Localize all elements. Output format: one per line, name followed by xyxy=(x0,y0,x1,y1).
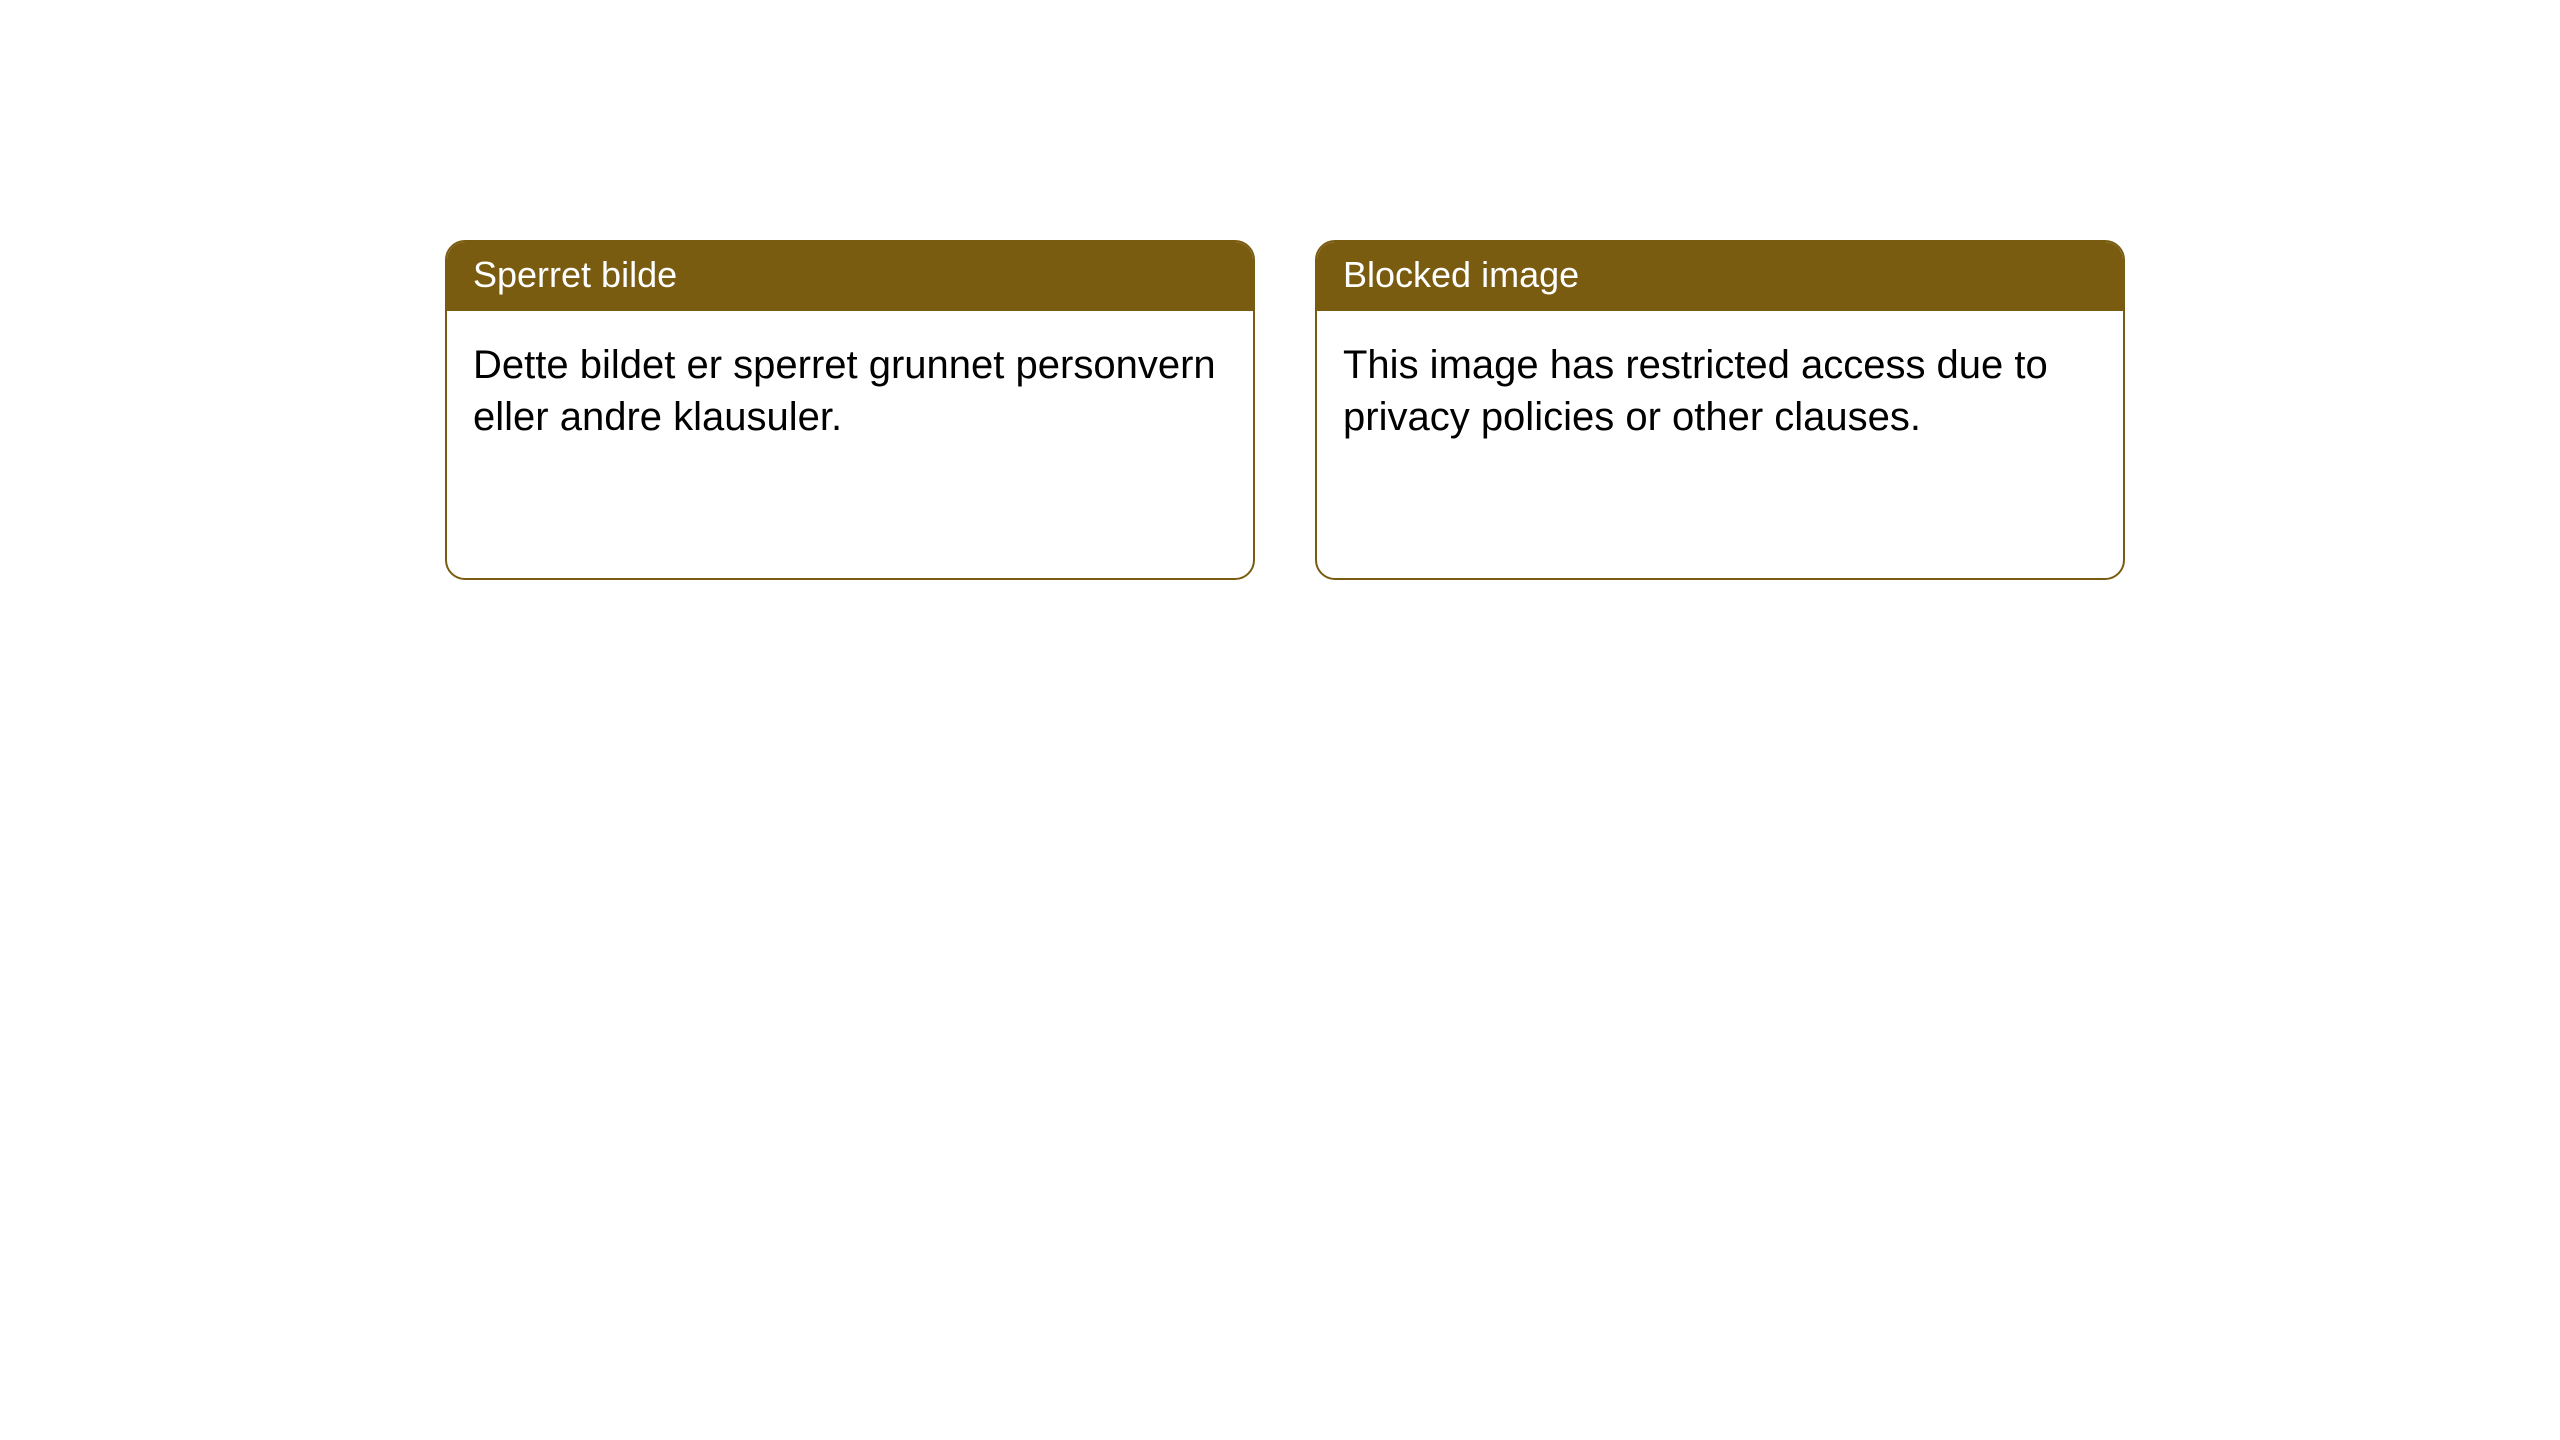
notice-title-norwegian: Sperret bilde xyxy=(447,242,1253,311)
notice-title-english: Blocked image xyxy=(1317,242,2123,311)
notice-panel-english: Blocked image This image has restricted … xyxy=(1315,240,2125,580)
notice-panel-norwegian: Sperret bilde Dette bildet er sperret gr… xyxy=(445,240,1255,580)
notice-body-english: This image has restricted access due to … xyxy=(1317,311,2123,471)
notice-body-norwegian: Dette bildet er sperret grunnet personve… xyxy=(447,311,1253,471)
notice-container: Sperret bilde Dette bildet er sperret gr… xyxy=(0,0,2560,580)
